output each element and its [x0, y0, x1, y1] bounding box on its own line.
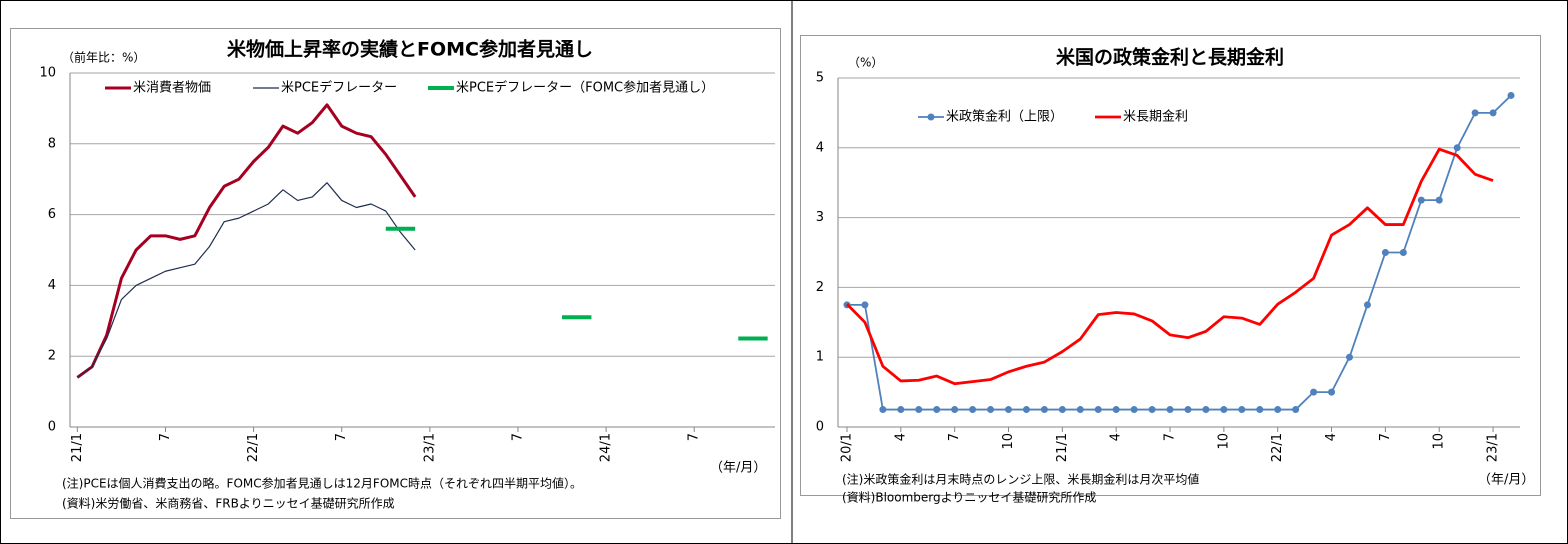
panel-frame	[800, 35, 1541, 496]
point	[1489, 109, 1497, 117]
y-tick-label: 5	[816, 71, 824, 86]
point	[1058, 406, 1066, 414]
x-tick-label: 22/1	[246, 433, 261, 462]
panel-frame	[10, 28, 781, 519]
x-tick-label: 7	[947, 433, 962, 441]
point	[915, 406, 923, 414]
x-tick-label: 7	[334, 433, 349, 441]
y-tick-label: 0	[816, 420, 824, 435]
x-tick-label: 10	[1001, 433, 1016, 450]
point	[861, 301, 869, 309]
point	[1274, 406, 1282, 414]
point	[1399, 249, 1407, 256]
point	[1453, 144, 1461, 152]
point	[1220, 406, 1228, 414]
legend-label: 米政策金利（上限）	[946, 109, 1063, 125]
x-tick-label: 4	[893, 433, 908, 441]
y-tick-label: 6	[48, 207, 56, 222]
x-tick-label: 4	[1109, 433, 1124, 441]
y-tick-label: 2	[48, 349, 56, 364]
x-tick-label: 10	[1432, 433, 1447, 450]
point	[1040, 406, 1048, 414]
chart-title: 米物価上昇率の実績とFOMC参加者見通し	[227, 38, 593, 61]
y-tick-label: 10	[39, 66, 56, 81]
x-tick-label: 22/1	[1270, 433, 1285, 462]
x-tick-label: 7	[1163, 433, 1178, 441]
y-tick-label: 3	[816, 210, 824, 225]
point	[1507, 91, 1515, 99]
point	[1238, 406, 1246, 414]
note: (注)米政策金利は月末時点のレンジ上限、米長期金利は月次平均値	[842, 472, 1199, 487]
x-tick-label: 7	[510, 433, 525, 441]
point	[1005, 406, 1012, 414]
y-tick-label: 0	[48, 420, 56, 435]
x-tick-label: 7	[158, 433, 173, 441]
point	[1184, 406, 1192, 414]
y-tick-label: 4	[48, 278, 56, 293]
series-line	[76, 182, 416, 378]
point	[897, 406, 905, 414]
chart-title: 米国の政策金利と長期金利	[1056, 46, 1284, 69]
y-tick-label: 4	[816, 140, 824, 155]
point	[1094, 406, 1102, 414]
y-tick-label: 8	[48, 136, 56, 151]
point	[1130, 406, 1138, 414]
x-tick-label: 23/1	[422, 433, 437, 462]
series-line	[845, 147, 1494, 386]
point	[1328, 388, 1336, 396]
point	[1292, 406, 1300, 414]
point	[1076, 406, 1084, 414]
x-tick-label: 4	[1324, 433, 1339, 441]
point	[1148, 406, 1156, 414]
point	[1256, 406, 1264, 414]
note: (注)PCEは個人消費支出の略。FOMC参加者見通しは12月FOMC時点（それぞ…	[62, 476, 582, 491]
point	[1417, 196, 1425, 204]
x-tick-label: 23/1	[1486, 433, 1501, 462]
legend-label: 米長期金利	[1123, 109, 1188, 125]
point	[987, 406, 995, 414]
source: (資料)米労働省、米商務省、FRBよりニッセイ基礎研究所作成	[62, 496, 395, 511]
x-tick-label: 20/1	[839, 433, 854, 462]
legend-marker	[927, 113, 935, 121]
x-tick-label: 7	[1378, 433, 1393, 441]
legend-label: 米消費者物価	[133, 81, 211, 96]
point	[1166, 406, 1174, 414]
point	[969, 406, 977, 414]
point	[1202, 406, 1210, 414]
point	[1346, 353, 1353, 361]
x-tick-label: 24/1	[599, 433, 614, 462]
point	[1363, 301, 1371, 309]
point	[879, 406, 887, 414]
y-axis-label: （%）	[848, 56, 883, 70]
y-axis-label: （前年比：%）	[62, 50, 145, 65]
point	[933, 406, 941, 414]
x-tick-label: 21/1	[70, 433, 85, 462]
point	[1112, 406, 1120, 414]
series-line	[76, 103, 417, 379]
x-tick-label: 7	[687, 433, 702, 441]
point	[1381, 249, 1389, 256]
x-tick-label: 21/1	[1055, 433, 1070, 462]
y-tick-label: 2	[816, 280, 824, 295]
point	[1310, 388, 1318, 396]
legend-label: 米PCEデフレーター（FOMC参加者見通し）	[456, 80, 714, 96]
y-tick-label: 1	[816, 350, 824, 365]
source: (資料)Bloombergよりニッセイ基礎研究所作成	[842, 490, 1096, 505]
legend-label: 米PCEデフレーター	[281, 80, 397, 96]
x-axis-label: （年/月）	[1478, 473, 1534, 488]
x-axis-label: （年/月）	[710, 461, 766, 476]
point	[1471, 109, 1479, 117]
point	[1022, 406, 1030, 414]
x-tick-label: 10	[1216, 433, 1231, 450]
point	[1435, 196, 1443, 204]
point	[951, 406, 959, 414]
